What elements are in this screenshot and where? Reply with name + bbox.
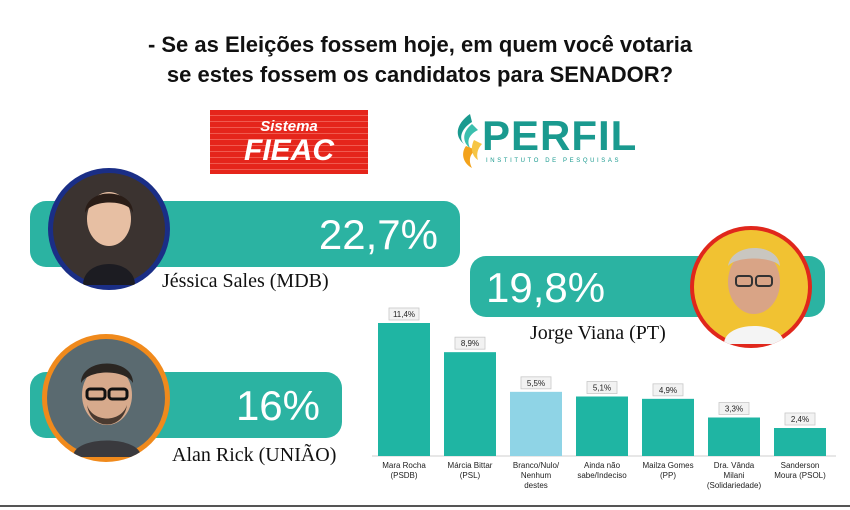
avatar-jessica xyxy=(48,168,170,290)
category-label-line: (Solidariedade) xyxy=(707,481,762,490)
candidate-name: Jorge Viana (PT) xyxy=(530,322,666,344)
avatar-alan xyxy=(42,334,170,462)
avatar-jorge xyxy=(690,226,812,348)
category-label-line: Moura (PSOL) xyxy=(774,471,826,480)
category-label-line: Mara Rocha xyxy=(382,461,426,470)
bottom-divider xyxy=(0,505,850,507)
category-label: Márcia Bittar (PSL) xyxy=(448,461,493,480)
category-label-line: Mailza Gomes xyxy=(642,461,693,470)
fieac-logo-line-1: Sistema xyxy=(260,118,318,135)
survey-question: - Se as Eleições fossem hoje, em quem vo… xyxy=(60,30,780,90)
candidate-name: Jéssica Sales (MDB) xyxy=(162,270,329,292)
candidate-percent: 19,8% xyxy=(486,264,606,311)
perfil-flame-icon xyxy=(457,114,482,168)
data-label-box xyxy=(718,402,750,415)
data-label: 3,3% xyxy=(725,405,743,414)
data-label: 11,4% xyxy=(393,310,415,319)
bar xyxy=(510,391,562,456)
fieac-logo: Sistema FIEAC xyxy=(210,110,368,174)
data-label-box xyxy=(454,336,486,350)
data-label-box xyxy=(520,376,552,390)
category-label-line: Ainda não xyxy=(584,461,621,470)
question-line-2: se estes fossem os candidatos para SENAD… xyxy=(166,62,674,87)
category-label-line: Milani xyxy=(724,471,745,480)
category-label-line: Nenhum xyxy=(521,471,552,480)
question-line-1: - Se as Eleições fossem hoje, em quem vo… xyxy=(147,32,693,57)
perfil-logo-tagline: INSTITUTO DE PESQUISAS xyxy=(486,158,622,164)
data-label: 5,1% xyxy=(593,384,611,393)
category-label-line: (PP) xyxy=(660,471,676,480)
category-label-line: Branco/Nulo/ xyxy=(513,461,560,470)
bar xyxy=(576,396,628,456)
data-label: 5,5% xyxy=(527,379,545,388)
candidate-percent: 16% xyxy=(235,382,320,429)
perfil-logo: PERFIL INSTITUTO DE PESQUISAS xyxy=(450,110,650,170)
perfil-logo-name: PERFIL xyxy=(482,112,638,159)
bar-chart-svg: 11,4%Mara Rocha (PSDB)8,9%Márcia Bittar (P… xyxy=(372,307,836,490)
bar xyxy=(708,417,760,456)
category-label: Branco/Nulo/Nenhum destes xyxy=(513,461,560,490)
portrait-icon xyxy=(47,339,165,457)
bar xyxy=(642,398,694,456)
category-label-line: Márcia Bittar xyxy=(448,461,493,470)
candidate-name: Alan Rick (UNIÃO) xyxy=(172,444,337,466)
category-label-line: Dra. Vânda xyxy=(714,461,755,470)
bar xyxy=(444,352,496,456)
category-label-line: Sanderson xyxy=(781,461,820,470)
data-label-box xyxy=(784,412,816,426)
data-label: 8,9% xyxy=(461,339,479,348)
category-label: Ainda não sabe/Indeciso xyxy=(577,461,627,480)
category-label-line: sabe/Indeciso xyxy=(577,471,627,480)
data-label-box xyxy=(586,381,618,394)
data-label-box xyxy=(388,307,420,321)
bar xyxy=(774,428,826,456)
fieac-logo-line-2: FIEAC xyxy=(244,134,334,167)
other-candidates-bar-chart: 11,4% Mara Rocha (PSDB) 8,9% Márcia Bittar (P… xyxy=(370,298,840,503)
category-label: Dra. Vânda Milani (Solidariedade) xyxy=(707,461,762,490)
data-label: 2,4% xyxy=(791,415,809,424)
category-label-line: (PSL) xyxy=(460,471,481,480)
category-label: Mara Rocha (PSDB) xyxy=(382,461,426,480)
data-label: 4,9% xyxy=(659,386,677,395)
bar xyxy=(378,323,430,456)
candidate-percent: 22,7% xyxy=(318,211,438,258)
category-label: Mailza Gomes (PP) xyxy=(642,461,693,480)
data-label-box xyxy=(652,383,684,397)
portrait-icon xyxy=(53,173,165,285)
category-label-line: destes xyxy=(524,481,548,490)
category-label-line: (PSDB) xyxy=(390,471,417,480)
portrait-icon xyxy=(694,230,808,344)
category-label: Sanderson Moura (PSOL) xyxy=(774,461,826,480)
